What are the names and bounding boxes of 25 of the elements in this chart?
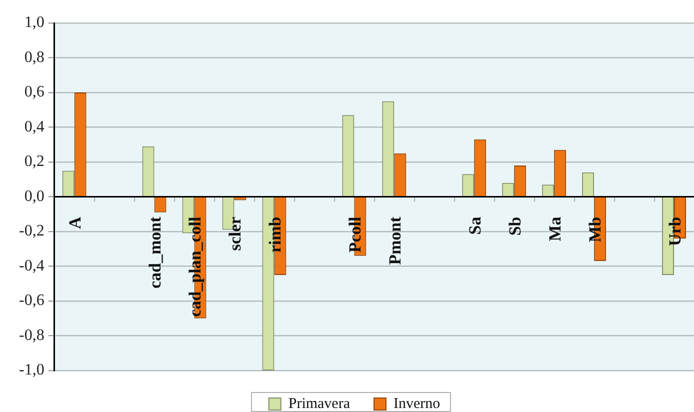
y-tick-label: 0,2 bbox=[24, 153, 44, 170]
x-tick-label: Urb bbox=[665, 216, 684, 246]
y-tick-label: -0,6 bbox=[19, 292, 44, 310]
x-tick-label: A bbox=[66, 216, 85, 230]
legend-label: Inverno bbox=[393, 396, 440, 412]
y-tick-label: -0,8 bbox=[19, 326, 44, 344]
y-tick-label: 0,0 bbox=[24, 188, 44, 205]
x-tick-label: cad_plan_coll bbox=[186, 216, 205, 317]
x-tick-label: Sa bbox=[466, 216, 485, 235]
x-tick-label: Mb bbox=[585, 216, 604, 242]
legend-label: Primavera bbox=[288, 396, 350, 412]
y-tick-label: -0,4 bbox=[19, 257, 44, 274]
x-tick-label: Ma bbox=[545, 216, 564, 242]
x-tick-label: scler bbox=[226, 216, 245, 251]
y-tick-label: 0,6 bbox=[24, 84, 44, 101]
y-tick-label: 1,0 bbox=[24, 14, 44, 32]
x-tick-label: cad_mont bbox=[146, 216, 165, 289]
y-tick-label: -0,2 bbox=[19, 222, 44, 240]
x-tick-label: Pmont bbox=[386, 216, 405, 265]
y-tick-label: -1,0 bbox=[19, 362, 44, 379]
x-tick-label: Pcoll bbox=[346, 216, 365, 253]
x-tick-label: rimb bbox=[266, 216, 285, 253]
x-tick-label: Sb bbox=[505, 216, 524, 236]
y-tick-label: 0,4 bbox=[24, 118, 44, 136]
y-tick-label: 0,8 bbox=[24, 48, 44, 66]
